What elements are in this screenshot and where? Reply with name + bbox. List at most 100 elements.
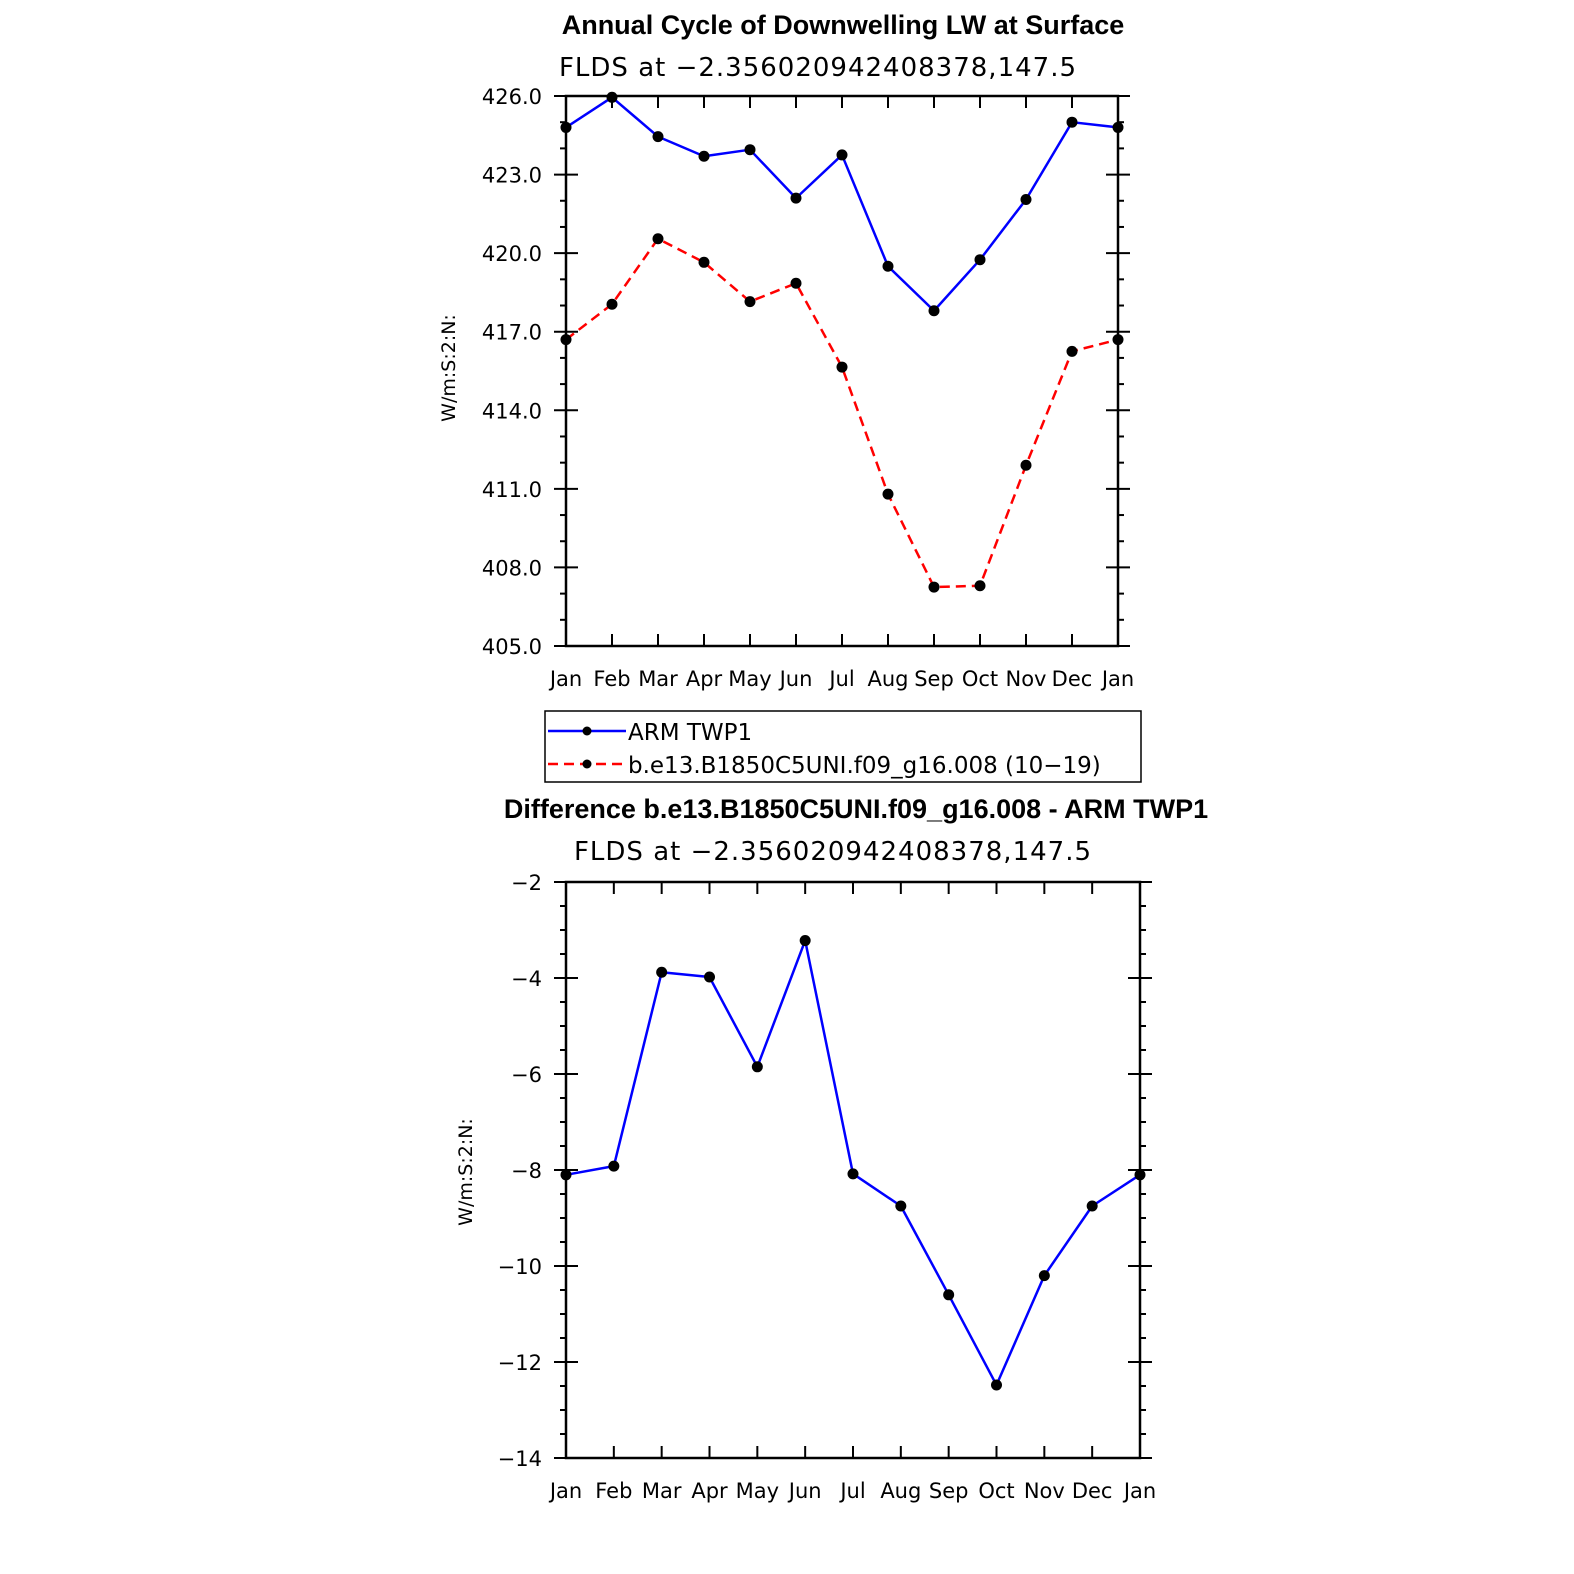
chart-subtitle: FLDS at −2.356020942408378,147.5 (559, 53, 1077, 83)
x-tick-label: Mar (638, 667, 678, 691)
data-point (698, 256, 710, 268)
data-point (1066, 345, 1078, 357)
axis-ticks (554, 95, 1130, 647)
x-tick-label: May (736, 1479, 779, 1503)
data-point (560, 121, 572, 133)
chart-title: Difference b.e13.B1850C5UNI.f09_g16.008 … (504, 794, 1208, 824)
data-point (882, 488, 894, 500)
chart-title: Annual Cycle of Downwelling LW at Surfac… (562, 10, 1125, 40)
series-line-1 (565, 237, 1119, 589)
y-tick-label: −6 (511, 1063, 542, 1087)
data-point (1134, 1169, 1146, 1181)
difference-chart: Difference b.e13.B1850C5UNI.f09_g16.008 … (455, 794, 1208, 1503)
data-point (974, 580, 986, 592)
data-point (928, 581, 940, 593)
data-point (1086, 1200, 1098, 1212)
data-point (656, 966, 668, 978)
data-point (790, 192, 802, 204)
legend-label-arm: ARM TWP1 (628, 720, 752, 746)
x-tick-label: Dec (1072, 1479, 1113, 1503)
x-tick-label: Jun (778, 667, 813, 691)
x-tick-label: Feb (595, 1479, 632, 1503)
y-tick-label: −8 (511, 1159, 542, 1183)
series-line-0 (565, 96, 1119, 313)
x-tick-label: Feb (593, 667, 630, 691)
series-layer (560, 935, 1146, 1391)
y-tick-label: 405.0 (482, 635, 542, 659)
data-point (751, 1061, 763, 1073)
x-tick-label: Jan (548, 667, 582, 691)
data-point (799, 935, 811, 947)
y-axis-label: W/m:S:2:N: (455, 1118, 477, 1226)
y-tick-label: −10 (498, 1255, 542, 1279)
data-point (744, 144, 756, 156)
x-tick-label: Jun (787, 1479, 822, 1503)
x-tick-labels: Jan Feb Mar Apr May Jun Jul Aug Sep Oct Nov Dec Jan (548, 667, 1134, 691)
x-tick-label: Jan (1122, 1479, 1156, 1503)
data-point (943, 1289, 955, 1301)
annual-cycle-chart: Annual Cycle of Downwelling LW at Surfac… (438, 10, 1142, 783)
x-tick-label: Sep (929, 1479, 969, 1503)
x-tick-label: Jul (827, 667, 854, 691)
x-tick-label: Oct (962, 667, 998, 691)
legend-entry-model: b.e13.B1850C5UNI.f09_g16.008 (10−19) (548, 753, 1101, 779)
data-point (882, 260, 894, 272)
y-tick-label: −4 (511, 967, 542, 991)
x-tick-label: Nov (1006, 667, 1047, 691)
data-point (991, 1379, 1002, 1391)
data-point (1112, 334, 1124, 346)
data-point (744, 296, 756, 308)
y-tick-label: 408.0 (482, 556, 542, 580)
x-tick-label: Dec (1052, 667, 1093, 691)
y-tick-label: −14 (498, 1447, 542, 1471)
y-tick-label: 423.0 (482, 164, 542, 188)
data-point (1038, 1270, 1050, 1282)
x-tick-label: Nov (1024, 1479, 1065, 1503)
x-tick-label: Jul (838, 1479, 865, 1503)
y-tick-labels: −2 −4 −6 −8 −10 −12 −14 (498, 871, 542, 1471)
series-layer (560, 91, 1124, 593)
data-point (1066, 116, 1078, 128)
y-tick-labels: 426.0 423.0 420.0 417.0 414.0 411.0 408.0 405.0 (482, 85, 542, 659)
y-axis-label: W/m:S:2:N: (438, 314, 460, 422)
data-point (704, 971, 715, 983)
data-point (606, 298, 618, 310)
x-tick-label: Aug (880, 1479, 921, 1503)
data-point (1020, 193, 1032, 205)
y-tick-label: 420.0 (482, 242, 542, 266)
data-point (790, 277, 802, 289)
data-point (847, 1168, 859, 1180)
x-tick-label: Oct (978, 1479, 1014, 1503)
y-tick-label: 414.0 (482, 399, 542, 423)
data-point (1112, 121, 1124, 133)
data-point (652, 233, 664, 245)
y-tick-label: 417.0 (482, 321, 542, 345)
x-tick-label: Mar (642, 1479, 682, 1503)
x-tick-label: May (728, 667, 771, 691)
series-line-0 (565, 939, 1141, 1387)
x-tick-label: Apr (686, 667, 723, 691)
x-tick-label: Apr (691, 1479, 728, 1503)
legend-box (544, 710, 1142, 783)
y-tick-label: −2 (511, 871, 542, 895)
x-tick-label: Jan (1100, 667, 1134, 691)
data-point (1020, 459, 1032, 471)
data-point (560, 1169, 572, 1181)
legend-entry-arm-twp1: ARM TWP1 (548, 720, 752, 746)
y-tick-label: 411.0 (482, 478, 542, 502)
legend-marker-arm (582, 726, 592, 736)
data-point (836, 361, 848, 373)
data-point (895, 1200, 907, 1212)
x-tick-label: Aug (867, 667, 908, 691)
x-tick-label: Jan (548, 1479, 582, 1503)
data-point (652, 131, 664, 143)
data-point (836, 149, 848, 161)
legend: ARM TWP1 b.e13.B1850C5UNI.f09_g16.008 (1… (544, 710, 1142, 783)
y-tick-label: −12 (498, 1351, 542, 1375)
y-tick-label: 426.0 (482, 85, 542, 109)
data-point (608, 1160, 620, 1172)
legend-marker-model (582, 759, 592, 769)
x-tick-labels: Jan Feb Mar Apr May Jun Jul Aug Sep Oct Nov Dec Jan (548, 1479, 1156, 1503)
x-tick-label: Sep (914, 667, 954, 691)
